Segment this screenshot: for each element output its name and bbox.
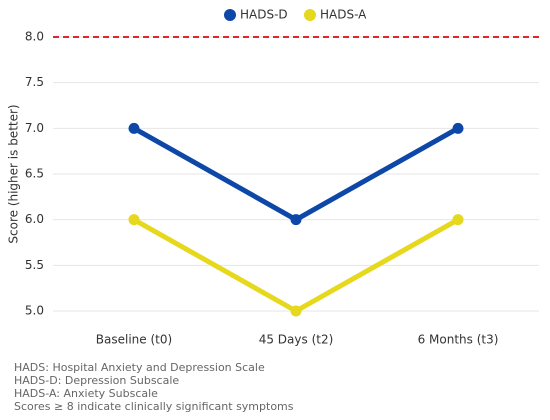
- legend-label: HADS-D: [240, 8, 288, 22]
- note: HADS-D: Depression Subscale: [14, 374, 179, 387]
- data-point: [128, 214, 140, 226]
- legend-swatch: [304, 9, 316, 21]
- data-point: [290, 214, 302, 226]
- y-tick-label: 8.0: [25, 30, 44, 44]
- data-point: [290, 305, 302, 317]
- legend-swatch: [224, 9, 236, 21]
- y-tick-label: 6.5: [25, 167, 44, 181]
- data-point: [452, 122, 464, 134]
- legend-label: HADS-A: [320, 8, 367, 22]
- note: HADS-A: Anxiety Subscale: [14, 387, 158, 400]
- y-tick-label: 7.0: [25, 121, 44, 135]
- y-tick-label: 6.0: [25, 212, 44, 226]
- note: HADS: Hospital Anxiety and Depression Sc…: [14, 361, 265, 374]
- x-tick-label: 45 Days (t2): [259, 333, 334, 347]
- y-axis-label: Score (higher is better): [7, 104, 21, 243]
- x-tick-label: Baseline (t0): [96, 333, 172, 347]
- y-tick-label: 5.5: [25, 258, 44, 272]
- y-tick-label: 7.5: [25, 75, 44, 89]
- x-tick-label: 6 Months (t3): [418, 333, 499, 347]
- note: Scores ≥ 8 indicate clinically significa…: [14, 400, 294, 413]
- data-point: [128, 122, 140, 134]
- data-point: [452, 214, 464, 226]
- y-tick-label: 5.0: [25, 304, 44, 318]
